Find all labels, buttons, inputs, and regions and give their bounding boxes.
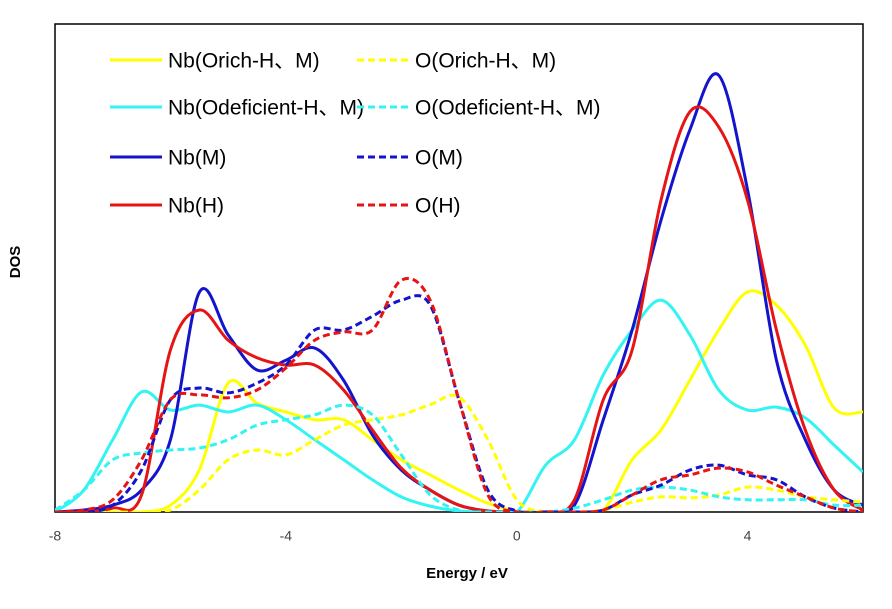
plot-frame — [54, 23, 864, 513]
legend-label: O(M) — [415, 147, 463, 170]
legend-label: Nb(Orich-H、M) — [168, 50, 320, 73]
series-line — [55, 393, 863, 512]
x-tick-label: -8 — [49, 528, 62, 544]
series-line — [55, 294, 863, 512]
x-tick-label: 4 — [744, 528, 752, 544]
legend-label: O(Orich-H、M) — [415, 50, 556, 73]
x-tick-label: -4 — [280, 528, 293, 544]
legend-label: O(H) — [415, 195, 461, 218]
legend-label: O(Odeficient-H、M) — [415, 97, 601, 120]
series-line — [55, 276, 863, 512]
legend-label: Nb(H) — [168, 195, 224, 218]
legend-label: Nb(M) — [168, 147, 226, 170]
series-line — [55, 289, 863, 512]
series-line — [55, 105, 863, 512]
y-axis-title: DOS — [7, 246, 24, 279]
x-axis-title: Energy / eV — [426, 565, 508, 582]
x-tick-label: 0 — [513, 528, 521, 544]
series-line — [55, 403, 863, 512]
legend-label: Nb(Odeficient-H、M) — [168, 97, 364, 120]
curves — [55, 72, 863, 512]
